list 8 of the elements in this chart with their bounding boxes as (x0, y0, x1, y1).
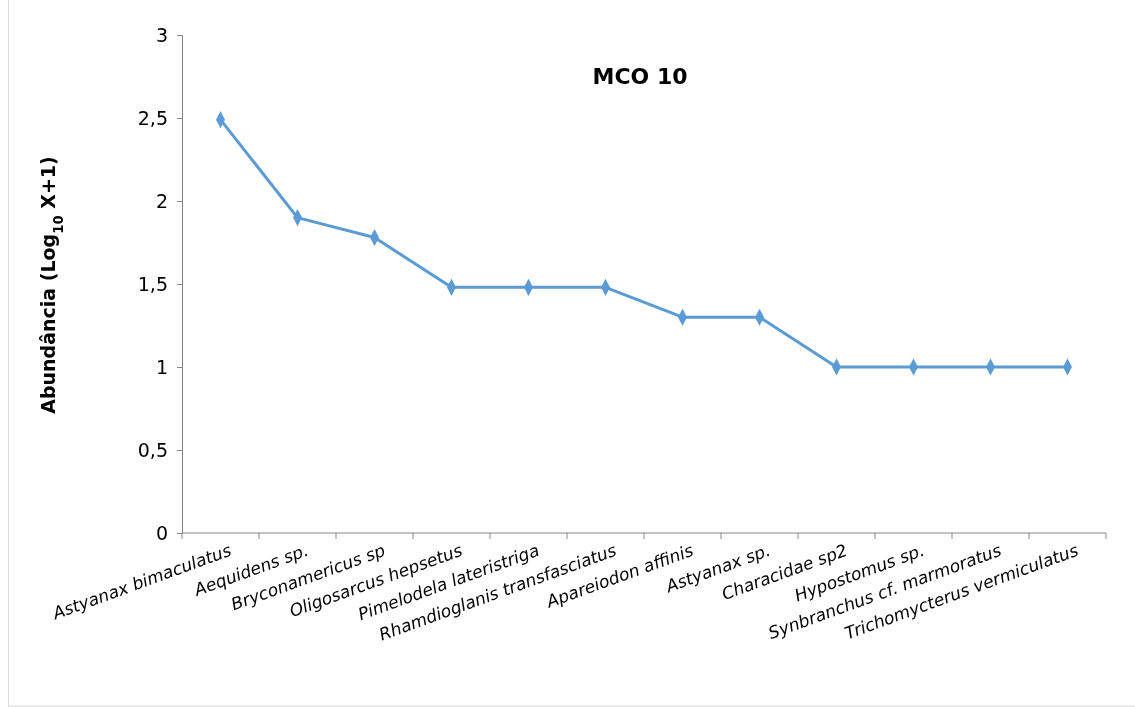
text: MCO 10 (592, 64, 688, 89)
y-tick-label: 0 (155, 521, 168, 544)
y-tick-label: 3 (155, 23, 168, 46)
y-tick-label: 2 (155, 189, 168, 212)
y-tick-label: 1,5 (137, 272, 168, 295)
y-tick-label: 0,5 (137, 438, 168, 461)
y-tick-label: 1 (155, 355, 168, 378)
y-tick-label: 2,5 (137, 106, 168, 129)
